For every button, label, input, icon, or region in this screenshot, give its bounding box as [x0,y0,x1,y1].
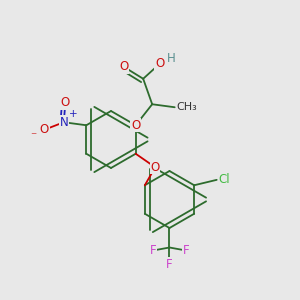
Text: F: F [183,244,189,257]
Text: H: H [167,52,176,65]
Text: ⁻: ⁻ [31,130,37,143]
Text: O: O [40,123,49,136]
Text: CH₃: CH₃ [176,102,197,112]
Text: N: N [59,116,68,129]
Text: O: O [61,96,70,109]
Text: O: O [131,119,140,132]
Text: O: O [151,161,160,174]
Text: Cl: Cl [218,173,230,186]
Text: F: F [166,257,173,271]
Text: O: O [119,60,128,73]
Text: +: + [69,109,78,119]
Text: O: O [155,57,164,70]
Text: F: F [150,244,156,257]
